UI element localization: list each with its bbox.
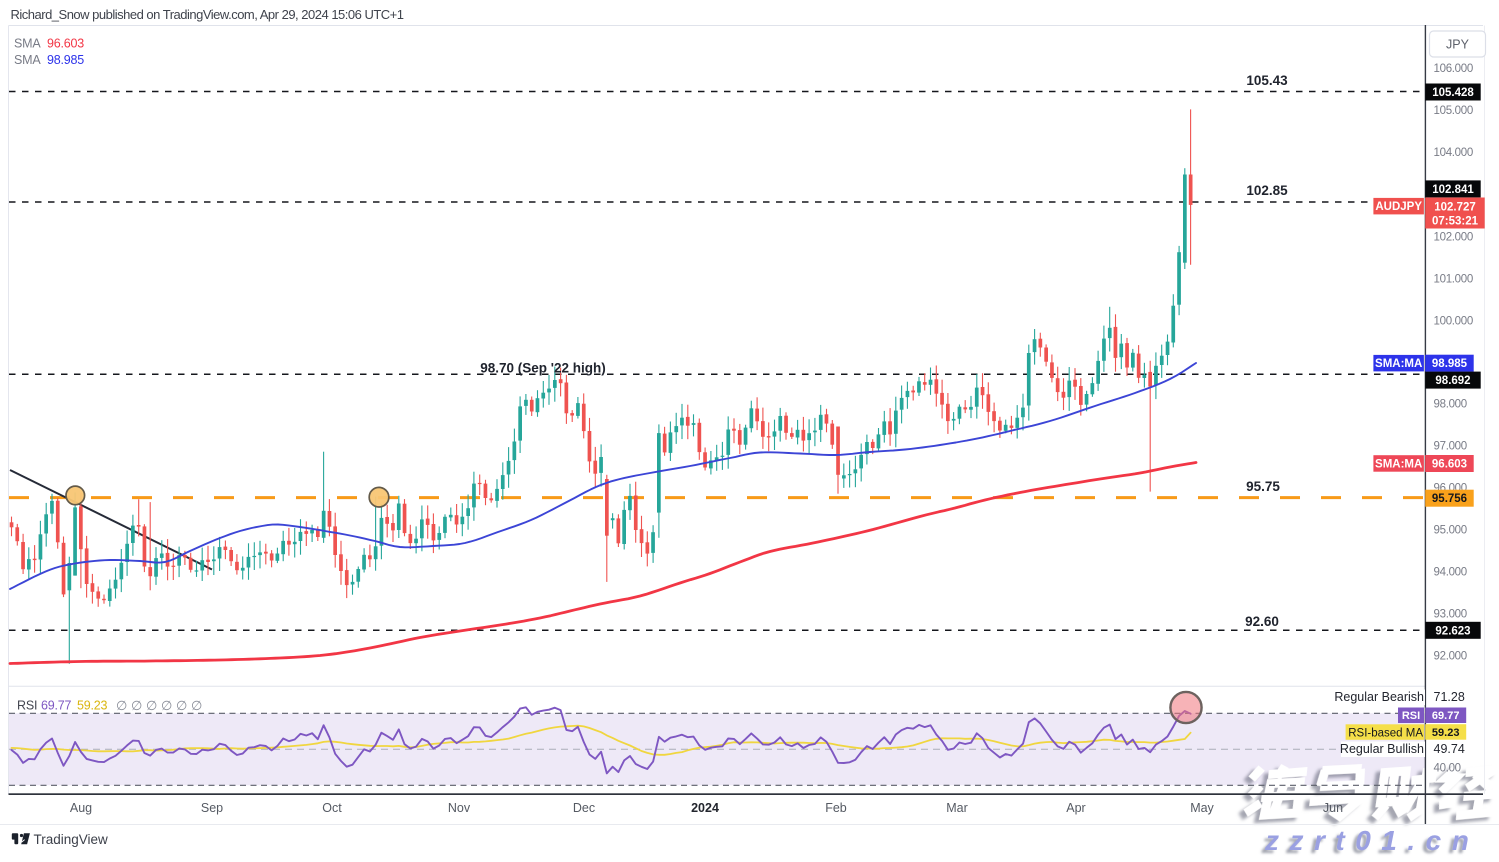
svg-text:∅: ∅ <box>161 698 172 713</box>
svg-text:Apr: Apr <box>1066 801 1085 815</box>
svg-text:Dec: Dec <box>573 801 595 815</box>
svg-text:59.23: 59.23 <box>1432 727 1460 739</box>
svg-text:Feb: Feb <box>825 801 847 815</box>
svg-text:95.756: 95.756 <box>1432 493 1467 505</box>
svg-text:RSI-based MA: RSI-based MA <box>1348 727 1423 739</box>
svg-text:95.75: 95.75 <box>1246 479 1280 494</box>
svg-text:96.603: 96.603 <box>47 37 84 51</box>
svg-text:98.000: 98.000 <box>1434 398 1467 410</box>
svg-text:Nov: Nov <box>448 801 471 815</box>
svg-text:Sep: Sep <box>201 801 223 815</box>
svg-text:SMA:MA: SMA:MA <box>1375 358 1422 370</box>
svg-text:104.000: 104.000 <box>1434 147 1473 159</box>
svg-text:May: May <box>1190 801 1214 815</box>
svg-text:92.623: 92.623 <box>1435 625 1470 637</box>
svg-text:105.43: 105.43 <box>1246 73 1288 88</box>
svg-text:92.60: 92.60 <box>1245 614 1279 629</box>
svg-text:∅: ∅ <box>116 698 127 713</box>
svg-text:Regular Bearish: Regular Bearish <box>1334 690 1424 704</box>
svg-text:102.841: 102.841 <box>1432 184 1474 196</box>
svg-text:Mar: Mar <box>946 801 968 815</box>
svg-text:SMA: SMA <box>14 37 41 51</box>
svg-text:JPY: JPY <box>1446 38 1470 52</box>
svg-text:93.000: 93.000 <box>1434 608 1467 620</box>
svg-text:2024: 2024 <box>691 801 719 815</box>
svg-text:102.85: 102.85 <box>1246 183 1288 198</box>
svg-text:RSI: RSI <box>17 699 37 713</box>
svg-text:100.000: 100.000 <box>1434 316 1473 328</box>
svg-text:106.000: 106.000 <box>1434 63 1473 75</box>
svg-text:Regular Bullish: Regular Bullish <box>1340 742 1424 756</box>
svg-text:∅: ∅ <box>146 698 157 713</box>
svg-text:AUDJPY: AUDJPY <box>1375 201 1422 213</box>
svg-text:∅: ∅ <box>176 698 187 713</box>
svg-text:Aug: Aug <box>70 801 92 815</box>
svg-text:SMA:MA: SMA:MA <box>1375 459 1422 471</box>
svg-text:101.000: 101.000 <box>1434 274 1473 286</box>
svg-text:59.23: 59.23 <box>77 699 108 713</box>
svg-text:SMA: SMA <box>14 53 41 67</box>
svg-text:98.985: 98.985 <box>1432 358 1468 370</box>
svg-text:95.000: 95.000 <box>1434 524 1467 536</box>
svg-text:98.692: 98.692 <box>1435 375 1470 387</box>
svg-text:Richard_Snow published on Trad: Richard_Snow published on TradingView.co… <box>11 7 404 22</box>
svg-text:92.000: 92.000 <box>1434 650 1467 662</box>
svg-text:96.603: 96.603 <box>1432 459 1467 471</box>
svg-text:105.428: 105.428 <box>1432 87 1474 99</box>
svg-text:98.985: 98.985 <box>47 53 84 67</box>
svg-text:71.28: 71.28 <box>1434 690 1465 704</box>
svg-text:69.77: 69.77 <box>1432 710 1460 722</box>
svg-text:RSI: RSI <box>1402 710 1420 722</box>
svg-text:Jun: Jun <box>1323 801 1343 815</box>
svg-text:∅: ∅ <box>131 698 142 713</box>
svg-text:102.727: 102.727 <box>1434 201 1476 213</box>
svg-text:102.000: 102.000 <box>1434 232 1473 244</box>
svg-text:105.000: 105.000 <box>1434 105 1473 117</box>
svg-text:TradingView: TradingView <box>34 832 109 847</box>
svg-text:40.00: 40.00 <box>1434 762 1461 774</box>
svg-text:zzrt01.cn: zzrt01.cn <box>1264 825 1479 856</box>
svg-text:49.74: 49.74 <box>1434 742 1465 756</box>
svg-text:Oct: Oct <box>322 801 342 815</box>
svg-text:98.70 (Sep '22 high): 98.70 (Sep '22 high) <box>480 361 606 376</box>
svg-text:94.000: 94.000 <box>1434 566 1467 578</box>
svg-text:∅: ∅ <box>191 698 202 713</box>
svg-text:97.000: 97.000 <box>1434 440 1467 452</box>
svg-text:69.77: 69.77 <box>41 699 72 713</box>
svg-text:07:53:21: 07:53:21 <box>1432 215 1479 227</box>
